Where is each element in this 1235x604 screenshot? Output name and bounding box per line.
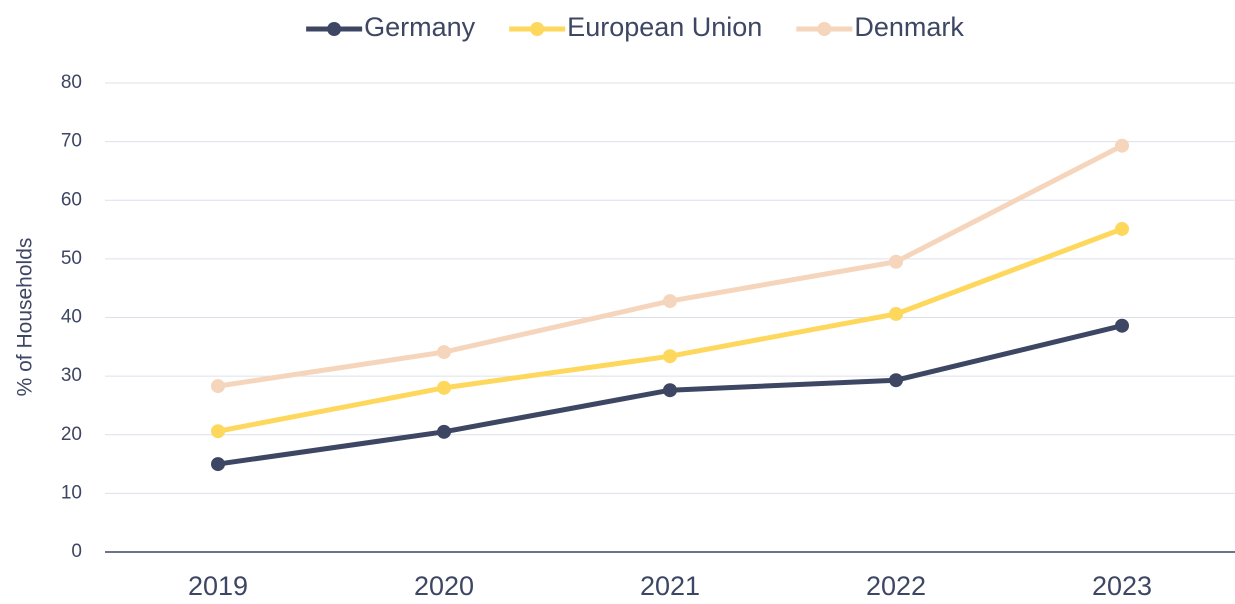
legend: Germany European Union Denmark [306,12,964,42]
y-tick-label: 70 [61,131,82,152]
point [663,294,677,309]
x-tick-label: 2021 [640,571,700,601]
point [1115,138,1129,153]
point [1115,318,1129,333]
y-tick-label: 30 [61,365,82,386]
y-tick-label: 50 [61,248,82,269]
point [889,306,903,321]
x-tick-label: 2023 [1092,571,1152,601]
legend-label: European Union [567,12,762,42]
y-tick-label: 20 [61,424,82,445]
point [437,380,451,395]
point [889,254,903,269]
legend-marker [327,22,342,36]
point [437,424,451,439]
legend-marker [817,22,832,36]
legend-label: Germany [364,12,476,42]
y-tick-label: 0 [71,541,82,562]
legend-label: Denmark [854,12,964,42]
point [889,373,903,388]
point [663,349,677,364]
point [211,457,225,472]
y-axis-label: % of Households [14,238,37,397]
point [663,383,677,398]
x-tick-label: 2022 [866,571,926,601]
point [437,345,451,360]
y-tick-label: 80 [61,72,82,93]
point [211,379,225,394]
y-tick-label: 40 [61,307,82,328]
point [211,424,225,439]
legend-marker [530,22,545,36]
y-tick-label: 60 [61,189,82,210]
x-tick-label: 2019 [188,571,248,601]
point [1115,221,1129,236]
y-tick-label: 10 [61,482,82,503]
x-tick-label: 2020 [414,571,474,601]
